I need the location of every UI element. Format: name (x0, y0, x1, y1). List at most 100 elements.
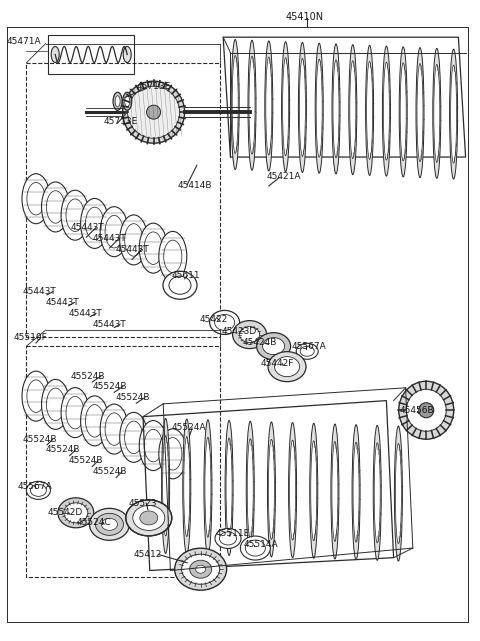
Ellipse shape (144, 429, 162, 462)
Text: 45412: 45412 (133, 550, 162, 559)
Ellipse shape (315, 43, 323, 173)
Ellipse shape (123, 92, 132, 110)
Text: 45524B: 45524B (46, 445, 80, 454)
Ellipse shape (205, 437, 211, 537)
Ellipse shape (51, 47, 59, 62)
Ellipse shape (417, 63, 423, 162)
Ellipse shape (105, 413, 123, 445)
Ellipse shape (123, 47, 131, 62)
Text: 45514A: 45514A (244, 540, 278, 549)
Ellipse shape (275, 356, 300, 377)
Text: 45414B: 45414B (178, 181, 212, 190)
Ellipse shape (434, 64, 440, 162)
Ellipse shape (232, 56, 238, 153)
Ellipse shape (450, 49, 457, 179)
Ellipse shape (100, 404, 128, 454)
Ellipse shape (332, 44, 340, 174)
Ellipse shape (399, 381, 454, 439)
Ellipse shape (146, 105, 161, 119)
Ellipse shape (196, 565, 205, 573)
Text: 45442F: 45442F (260, 359, 294, 368)
Ellipse shape (66, 199, 84, 231)
Text: 45524B: 45524B (71, 372, 105, 381)
Ellipse shape (120, 215, 148, 265)
Ellipse shape (331, 424, 339, 559)
Ellipse shape (267, 422, 276, 557)
Text: 45567A: 45567A (18, 482, 52, 491)
Ellipse shape (268, 352, 306, 381)
Ellipse shape (215, 528, 241, 549)
Ellipse shape (310, 423, 318, 558)
Text: 45456B: 45456B (399, 406, 434, 415)
Text: 45443T: 45443T (23, 287, 57, 296)
Text: 45510F: 45510F (13, 333, 47, 342)
Ellipse shape (204, 420, 212, 554)
Ellipse shape (288, 422, 297, 558)
Ellipse shape (159, 231, 187, 281)
Text: 45443T: 45443T (71, 223, 104, 232)
Ellipse shape (64, 503, 88, 523)
Text: 45611: 45611 (172, 271, 201, 279)
Text: 45511E: 45511E (216, 529, 250, 538)
Ellipse shape (66, 396, 84, 429)
Ellipse shape (219, 532, 237, 545)
Text: 45524B: 45524B (93, 382, 127, 391)
Ellipse shape (126, 500, 172, 536)
Ellipse shape (249, 56, 255, 154)
Ellipse shape (81, 199, 108, 249)
Ellipse shape (144, 232, 162, 264)
Ellipse shape (268, 439, 275, 539)
Ellipse shape (350, 61, 356, 159)
Ellipse shape (125, 96, 130, 107)
Ellipse shape (333, 60, 339, 158)
Ellipse shape (283, 58, 288, 156)
Ellipse shape (30, 485, 47, 496)
Text: 45523: 45523 (129, 499, 157, 508)
Ellipse shape (183, 419, 191, 554)
Ellipse shape (139, 420, 167, 470)
Ellipse shape (265, 41, 273, 171)
Ellipse shape (300, 58, 305, 156)
Ellipse shape (115, 96, 120, 107)
Ellipse shape (352, 425, 360, 560)
Ellipse shape (257, 333, 290, 360)
Ellipse shape (384, 62, 389, 160)
Text: 45524B: 45524B (93, 467, 127, 476)
Ellipse shape (248, 40, 256, 171)
Ellipse shape (128, 86, 180, 138)
Ellipse shape (311, 441, 317, 541)
Text: 45443T: 45443T (46, 298, 79, 307)
Ellipse shape (366, 46, 373, 176)
Ellipse shape (125, 224, 143, 256)
Ellipse shape (263, 338, 285, 354)
Ellipse shape (332, 442, 338, 542)
Ellipse shape (101, 519, 118, 530)
Ellipse shape (247, 438, 253, 538)
Ellipse shape (159, 429, 187, 479)
Ellipse shape (120, 412, 148, 462)
Ellipse shape (85, 404, 104, 437)
Ellipse shape (89, 508, 130, 540)
Ellipse shape (225, 420, 233, 556)
Ellipse shape (125, 421, 143, 454)
Ellipse shape (85, 207, 104, 240)
Ellipse shape (383, 46, 390, 176)
Ellipse shape (47, 388, 65, 420)
Text: 45713E: 45713E (103, 117, 137, 126)
Text: 45443T: 45443T (68, 309, 102, 318)
Ellipse shape (169, 276, 191, 294)
Ellipse shape (266, 57, 272, 155)
Ellipse shape (164, 240, 182, 272)
Ellipse shape (233, 320, 266, 349)
Ellipse shape (245, 540, 265, 556)
Ellipse shape (184, 437, 190, 537)
Ellipse shape (47, 191, 65, 223)
Ellipse shape (246, 421, 254, 556)
Ellipse shape (113, 92, 122, 110)
Ellipse shape (58, 498, 94, 528)
Ellipse shape (81, 396, 108, 446)
Ellipse shape (289, 440, 296, 540)
Text: 45471A: 45471A (6, 37, 41, 46)
Ellipse shape (42, 182, 70, 232)
Ellipse shape (140, 511, 158, 525)
